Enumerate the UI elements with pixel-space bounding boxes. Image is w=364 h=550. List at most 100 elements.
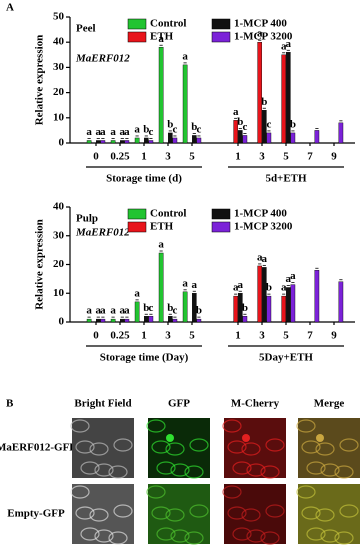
- nucleus: [242, 434, 250, 442]
- bar: [182, 291, 188, 323]
- legend-swatch: [211, 221, 231, 233]
- cell-outline: [241, 508, 261, 522]
- x-tick-label: 1: [141, 330, 147, 342]
- legend-label: Control: [150, 208, 186, 220]
- bar: [237, 130, 243, 144]
- cell-outline: [246, 463, 266, 477]
- cell-outline: [89, 508, 109, 522]
- y-tick-label: 10: [53, 111, 65, 123]
- column-header: GFP: [168, 398, 190, 410]
- significance-letter: c: [172, 305, 177, 317]
- bar: [158, 47, 164, 144]
- significance-letter: a: [134, 287, 140, 299]
- significance-letter: b: [266, 282, 272, 294]
- cell-outline: [246, 529, 266, 543]
- row-header: MaERF012-GFP: [0, 442, 76, 454]
- significance-letter: a: [120, 305, 126, 317]
- y-tick-label: 0: [59, 316, 65, 328]
- panel-label: A: [6, 2, 14, 14]
- x-tick-label: 3: [165, 151, 171, 163]
- bar: [314, 270, 320, 323]
- column-header: Bright Field: [74, 398, 131, 410]
- legend-label: 1-MCP 400: [234, 18, 287, 30]
- cell-outline: [113, 438, 133, 452]
- bar: [262, 110, 267, 144]
- significance-letter: b: [242, 302, 248, 314]
- significance-letter: a: [281, 282, 287, 294]
- cell-outline: [315, 508, 335, 522]
- significance-letter: a: [233, 106, 239, 118]
- cell-outline: [301, 506, 321, 520]
- bar: [286, 52, 291, 144]
- significance-letter: a: [120, 126, 126, 138]
- cell-outline: [75, 440, 95, 454]
- x-tick-label: 3: [259, 151, 265, 163]
- bar: [110, 140, 116, 144]
- significance-letter: a: [100, 305, 106, 317]
- x-tick-label: 7: [307, 151, 313, 163]
- bar: [158, 252, 164, 323]
- x-tick-label: 1: [235, 151, 241, 163]
- bar: [257, 265, 263, 323]
- significance-letter: a: [96, 305, 102, 317]
- column-header: Merge: [314, 398, 345, 410]
- significance-letter: a: [238, 279, 244, 291]
- significance-letter: a: [192, 279, 198, 291]
- x-tick-label: 3: [259, 330, 265, 342]
- gene-name: MaERF012: [75, 53, 130, 65]
- cell-outline: [232, 527, 252, 541]
- cell-outline: [151, 440, 171, 454]
- bar: [167, 316, 173, 323]
- significance-letter: c: [148, 302, 153, 314]
- significance-letter: a: [233, 282, 239, 294]
- significance-letter: a: [100, 126, 106, 138]
- y-tick-label: 0: [59, 137, 65, 149]
- bar: [134, 137, 140, 144]
- cell-outline: [306, 527, 326, 541]
- bar: [314, 130, 320, 144]
- legend-label: ETH: [150, 221, 174, 233]
- cell-outline: [334, 531, 354, 545]
- cell-outline: [75, 506, 95, 520]
- bar: [191, 135, 197, 144]
- significance-letter: a: [96, 126, 102, 138]
- bar: [257, 42, 263, 144]
- bar: [124, 140, 130, 144]
- cell-outline: [170, 463, 190, 477]
- x-group-label: 5Day+ETH: [259, 352, 313, 364]
- x-tick-label: 9: [331, 151, 337, 163]
- cell-outline: [80, 527, 100, 541]
- y-tick-label: 30: [53, 229, 65, 241]
- significance-letter: a: [286, 273, 292, 285]
- significance-letter: a: [182, 277, 188, 289]
- panel-name: Pulp: [76, 213, 98, 225]
- column-header: M-Cherry: [231, 398, 280, 410]
- legend-swatch: [127, 18, 147, 30]
- y-tick-label: 50: [53, 11, 65, 23]
- x-tick-label: 1: [141, 151, 147, 163]
- bar: [100, 140, 106, 144]
- significance-letter: a: [262, 253, 268, 265]
- cell-outline: [94, 529, 114, 543]
- bar: [196, 137, 202, 144]
- cell-outline: [70, 419, 90, 433]
- cell-outline: [320, 463, 340, 477]
- legend-swatch: [127, 31, 147, 43]
- x-tick-label: 5: [189, 330, 195, 342]
- bar: [143, 316, 149, 323]
- cell-outline: [334, 465, 354, 479]
- significance-letter: b: [191, 121, 197, 133]
- cell-outline: [260, 531, 280, 545]
- bar: [266, 295, 272, 323]
- significance-letter: a: [124, 305, 130, 317]
- legend-label: 1-MCP 3200: [234, 31, 293, 43]
- x-tick-label: 0: [93, 330, 99, 342]
- bar: [148, 140, 154, 144]
- cell-outline: [189, 504, 209, 518]
- bar: [242, 316, 248, 323]
- cell-outline: [108, 531, 128, 545]
- x-tick-label: 7: [307, 330, 313, 342]
- cell-outline: [189, 438, 209, 452]
- cell-outline: [70, 485, 90, 499]
- x-tick-label: 5: [283, 330, 289, 342]
